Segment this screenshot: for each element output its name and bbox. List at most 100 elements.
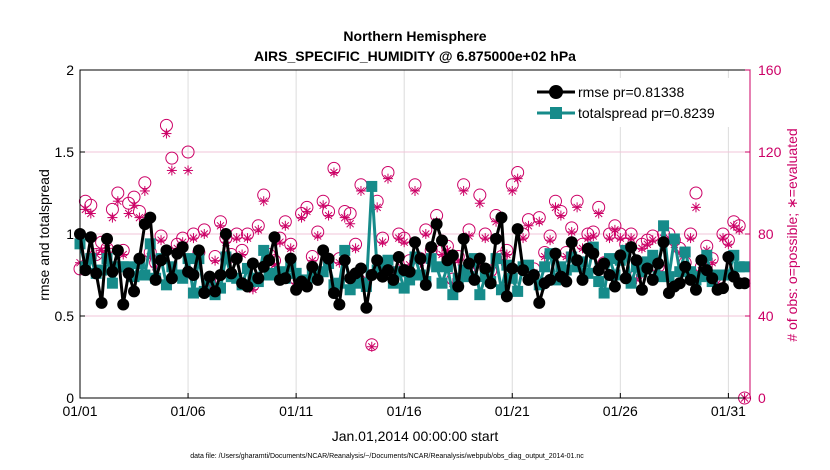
obs-evaluated-marker — [345, 218, 356, 229]
asterisk-stroke — [286, 244, 295, 253]
totalspread-marker — [182, 253, 194, 265]
obs-evaluated-marker — [399, 237, 410, 248]
x-tick-label: 01/01 — [62, 403, 97, 419]
asterisk-stroke — [340, 213, 349, 222]
rmse-marker — [101, 232, 114, 245]
asterisk-stroke — [400, 238, 409, 247]
totalspread-marker — [431, 261, 443, 273]
totalspread-marker — [593, 276, 605, 288]
totalspread-marker — [339, 244, 351, 256]
rmse-marker — [738, 277, 751, 290]
rmse-marker — [490, 232, 503, 245]
legend-rmse-label: rmse pr=0.81338 — [578, 84, 684, 100]
asterisk-stroke — [351, 244, 360, 253]
left-y-axis-label: rmse and totalspread — [36, 169, 52, 301]
asterisk-stroke — [421, 230, 430, 238]
left-y-tick-label: 0 — [66, 390, 74, 406]
rmse-marker — [511, 223, 524, 236]
obs-evaluated-marker — [139, 185, 150, 196]
totalspread-marker — [398, 282, 410, 294]
x-tick-label: 01/06 — [171, 403, 206, 419]
obs-evaluated-marker — [642, 239, 653, 250]
rmse-marker — [695, 254, 708, 267]
rmse-marker — [284, 252, 297, 265]
asterisk-stroke — [535, 217, 544, 226]
rmse-marker — [457, 232, 470, 245]
obs-evaluated-marker — [318, 200, 329, 211]
obs-evaluated-marker — [555, 210, 566, 221]
obs-evaluated-marker — [301, 206, 312, 217]
totalspread-marker — [128, 271, 140, 283]
totalspread-marker — [220, 251, 232, 263]
totalspread-marker — [539, 261, 551, 273]
totalspread-marker — [512, 285, 524, 297]
rmse-marker — [500, 290, 513, 303]
asterisk-stroke — [313, 232, 322, 240]
asterisk-stroke — [611, 226, 619, 234]
asterisk-stroke — [168, 166, 176, 175]
totalspread-marker — [674, 266, 686, 278]
rmse-marker — [95, 296, 108, 309]
totalspread-marker — [139, 269, 151, 281]
totalspread-marker — [404, 274, 416, 286]
obs-evaluated-marker — [566, 226, 577, 237]
obs-evaluated-marker — [183, 165, 194, 176]
rmse-marker — [117, 298, 130, 311]
rmse-marker — [338, 254, 351, 267]
asterisk-stroke — [692, 203, 700, 212]
legend-rmse-marker — [549, 85, 563, 99]
obs-evaluated-marker — [636, 243, 647, 254]
rmse-marker — [576, 273, 589, 286]
rmse-marker — [673, 277, 686, 290]
obs-evaluated-marker — [280, 220, 291, 231]
totalspread-marker — [242, 262, 253, 274]
totalspread-marker — [366, 180, 378, 192]
rmse-marker — [414, 252, 427, 265]
rmse-marker — [246, 257, 259, 270]
rmse-marker — [571, 254, 584, 267]
asterisk-stroke — [124, 209, 133, 218]
rmse-marker — [354, 262, 367, 275]
asterisk-stroke — [616, 234, 625, 242]
obs-evaluated-marker — [382, 173, 393, 184]
rmse-marker — [187, 269, 200, 281]
x-axis-ticks: 01/01 01/06 01/11 01/16 01/21 01/26 01/31 — [62, 393, 746, 419]
obs-evaluated-marker — [512, 173, 523, 184]
obs-evaluated-marker — [534, 216, 545, 227]
asterisk-stroke — [211, 256, 219, 265]
x-tick-label: 01/16 — [387, 403, 422, 419]
asterisk-stroke — [475, 199, 484, 208]
rmse-marker — [241, 280, 254, 293]
rmse-marker — [549, 247, 562, 260]
rmse-marker — [598, 257, 611, 270]
rmse-marker — [446, 249, 459, 262]
totalspread-marker — [566, 251, 578, 263]
totalspread-marker — [582, 267, 594, 279]
asterisk-stroke — [130, 201, 138, 210]
rmse-marker — [371, 254, 384, 267]
rmse-marker — [468, 273, 481, 286]
totalspread-marker — [636, 266, 648, 278]
rmse-marker — [608, 280, 621, 293]
asterisk-stroke — [216, 221, 225, 230]
obs-evaluated-marker — [377, 237, 388, 248]
obs-evaluated-marker — [199, 229, 210, 239]
left-y-tick-label: 0.5 — [55, 308, 75, 324]
rmse-marker — [587, 247, 600, 260]
totalspread-marker — [344, 284, 356, 296]
obs-evaluated-marker — [166, 165, 177, 176]
totalspread-marker — [620, 244, 632, 256]
asterisk-stroke — [729, 221, 738, 230]
asterisk-stroke — [567, 228, 576, 236]
asterisk-stroke — [481, 234, 490, 242]
asterisk-stroke — [108, 213, 117, 222]
rmse-marker — [263, 254, 276, 267]
totalspread-marker — [166, 261, 178, 273]
rmse-marker — [603, 269, 616, 281]
obs-evaluated-marker — [161, 128, 172, 139]
asterisk-stroke — [113, 197, 122, 206]
obs-evaluated-marker — [685, 233, 696, 244]
rmse-marker — [452, 280, 465, 293]
rmse-marker — [479, 262, 492, 275]
